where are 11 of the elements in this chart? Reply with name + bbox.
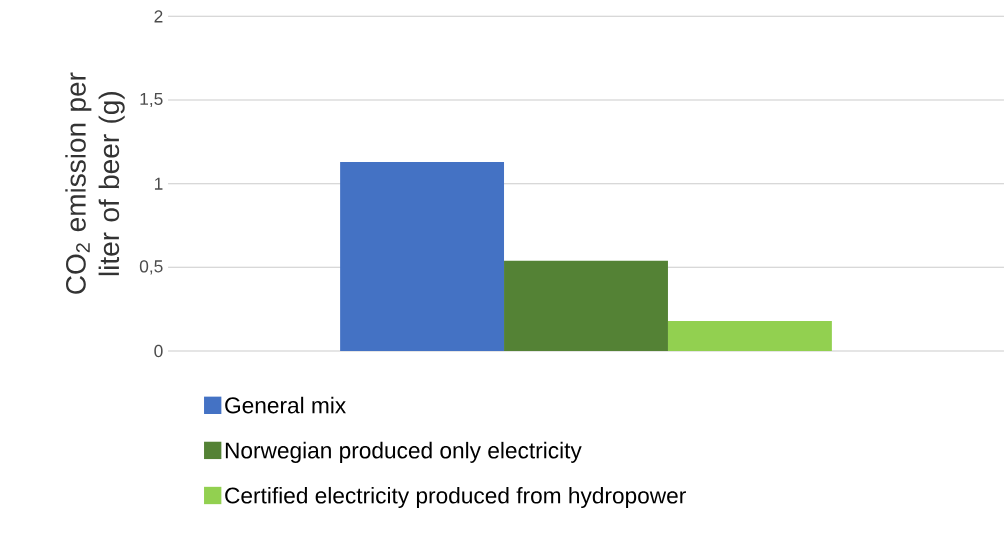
legend-label: General mix — [225, 396, 346, 414]
y-tick-label: 1 — [154, 177, 163, 190]
legend-label: Certified electricity produced from hydropower — [225, 486, 686, 509]
bar — [340, 161, 505, 351]
legend-label: Norwegian produced only electricity — [225, 441, 582, 463]
bar — [504, 260, 668, 351]
bar — [667, 320, 832, 351]
y-tick-label: 2 — [154, 10, 163, 23]
y-tick-label: 0 — [154, 344, 163, 358]
y-tick-label: 1,5 — [140, 92, 163, 108]
y-tick-label: 0,5 — [139, 260, 163, 275]
